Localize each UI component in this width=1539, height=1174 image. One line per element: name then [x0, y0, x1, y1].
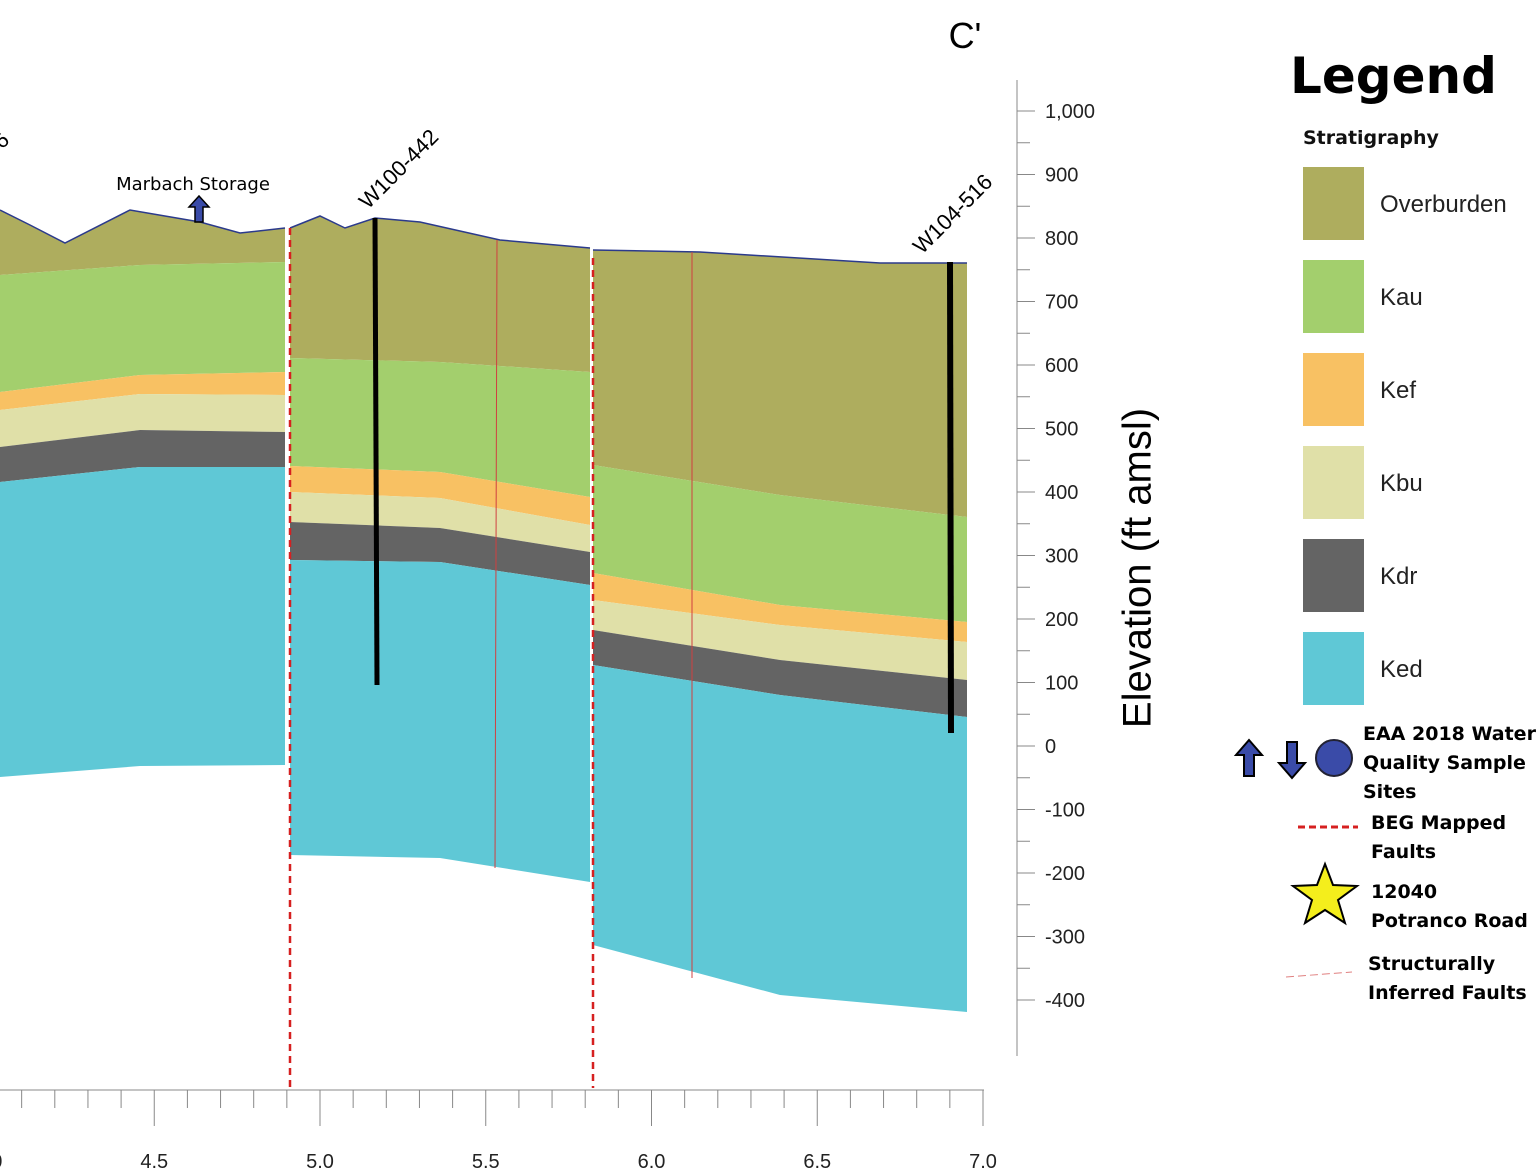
legend-swatch: [1303, 632, 1364, 705]
legend-label: Kbu: [1380, 470, 1423, 497]
section-label: C': [949, 15, 982, 56]
cross-section: W100-442 W104-516 6 Marbach Storage C' E…: [0, 0, 1539, 1174]
y-tick-label: 100: [1045, 673, 1078, 695]
legend-label: Kef: [1380, 377, 1416, 404]
legend-sample-sites: EAA 2018 Water Quality Sample Sites: [1363, 720, 1539, 806]
legend-text: BEG Mapped Faults: [1371, 809, 1531, 869]
well: [375, 218, 377, 685]
legend-text: EAA 2018 Water Quality Sample Sites: [1363, 720, 1539, 806]
y-tick-label: 700: [1045, 292, 1078, 314]
legend-swatch: [1303, 539, 1364, 612]
y-tick-label: 400: [1045, 482, 1078, 504]
y-tick-label: 200: [1045, 609, 1078, 631]
stratum: [290, 560, 590, 882]
legend-swatch: [1303, 260, 1364, 333]
legend-label: Kau: [1380, 284, 1423, 311]
legend-text: Structurally Inferred Faults: [1368, 950, 1536, 1010]
legend-swatch: [1303, 446, 1364, 519]
stratum: [593, 665, 967, 1012]
y-tick-label: 800: [1045, 228, 1078, 250]
down-arrow-icon: [1279, 742, 1305, 778]
legend: Overburden Kau Kef Kbu Kdr Ked: [1303, 167, 1507, 705]
up-arrow-icon: [1236, 740, 1262, 776]
site-arrow: [189, 196, 209, 222]
y-tick-label: 0: [1045, 736, 1056, 758]
y-tick-label: 500: [1045, 419, 1078, 441]
legend-mapped-faults: BEG Mapped Faults: [1371, 809, 1531, 867]
legend-text: 12040 Potranco Road: [1371, 878, 1539, 938]
x-tick-label: 4.5: [140, 1151, 168, 1173]
y-tick-label: 300: [1045, 546, 1078, 568]
well-label: W100-442: [354, 124, 443, 213]
well: [950, 262, 951, 733]
x-tick-label: 4.0: [0, 1151, 2, 1173]
x-tick-label: 6.0: [638, 1151, 666, 1173]
y-tick-label: -300: [1045, 927, 1085, 949]
legend-title: Legend: [1290, 47, 1497, 105]
inferred-fault-icon: [1286, 972, 1352, 977]
y-tick-label: -400: [1045, 990, 1085, 1012]
legend-label: Ked: [1380, 656, 1423, 683]
stratum: [0, 467, 285, 777]
well-label: W104-516: [908, 169, 997, 258]
legend-label: Overburden: [1380, 191, 1507, 218]
y-tick-label: -200: [1045, 863, 1085, 885]
well-label: 6: [0, 127, 14, 153]
page: W100-442 W104-516 6 Marbach Storage C' E…: [0, 0, 1539, 1174]
legend-subtitle: Stratigraphy: [1303, 127, 1439, 149]
legend-swatch: [1303, 353, 1364, 426]
circle-icon: [1316, 740, 1352, 776]
legend-site: 12040 Potranco Road: [1371, 878, 1539, 936]
x-tick-label: 6.5: [803, 1151, 831, 1173]
y-tick-label: 600: [1045, 355, 1078, 377]
y-axis-title: Elevation (ft amsl): [1116, 408, 1160, 728]
x-tick-label: 5.5: [472, 1151, 500, 1173]
y-tick-label: 900: [1045, 165, 1078, 187]
stratum: [0, 262, 285, 392]
site-label: Marbach Storage: [116, 174, 270, 195]
legend-label: Kdr: [1380, 563, 1417, 590]
x-tick-label: 7.0: [969, 1151, 997, 1173]
y-tick-label: -100: [1045, 800, 1085, 822]
legend-swatch: [1303, 167, 1364, 240]
y-tick-label: 1,000: [1045, 101, 1095, 123]
x-tick-label: 5.0: [306, 1151, 334, 1173]
star-icon: [1293, 864, 1357, 923]
legend-inferred-faults: Structurally Inferred Faults: [1368, 950, 1536, 1008]
strata: [0, 210, 967, 1012]
stratum: [290, 216, 590, 372]
